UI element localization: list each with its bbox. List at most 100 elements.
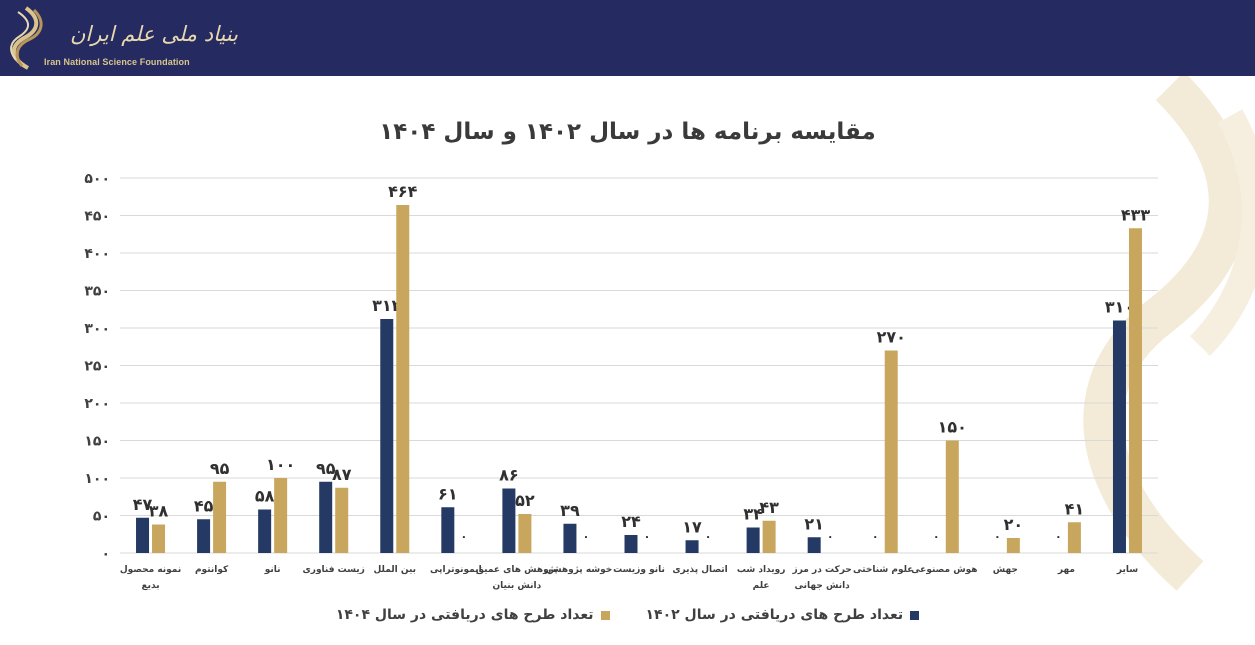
y-tick-label: ۲۵۰ — [84, 359, 110, 375]
y-tick-label: ۵۰۰ — [84, 171, 110, 187]
chart-title: مقایسه برنامه ها در سال ۱۴۰۲ و سال ۱۴۰۴ — [379, 119, 876, 145]
bar-1404 — [1128, 228, 1142, 553]
bar-1402 — [380, 319, 394, 553]
data-label-1402: ۰ — [872, 530, 879, 543]
x-tick-label: حرکت در مرز — [792, 565, 852, 575]
data-label-1402: ۸۶ — [499, 466, 519, 485]
bar-1404 — [335, 487, 349, 553]
data-label-1404: ۳۸ — [149, 502, 169, 521]
bar-1404 — [1067, 522, 1081, 553]
bar-1402 — [685, 540, 699, 553]
y-tick-label: ۱۰۰ — [84, 471, 110, 487]
data-label-1402: ۳۴ — [743, 505, 763, 524]
data-label-1402: ۰ — [933, 530, 940, 543]
x-tick-label: بدیع — [141, 581, 159, 591]
bar-1404 — [884, 350, 898, 553]
data-label-1404: ۰ — [705, 530, 712, 543]
data-label-1402: ۶۱ — [438, 484, 458, 503]
y-tick-label: ۱۵۰ — [84, 434, 110, 450]
bar-1402 — [1112, 320, 1126, 553]
bar-1404 — [1006, 538, 1020, 553]
data-label-1402: ۱۷ — [682, 517, 702, 536]
x-tick-label: هوش مصنوعی — [911, 565, 977, 575]
x-tick-label: نمونه محصول — [120, 565, 181, 575]
x-tick-label: خوشه پژوهشی — [544, 565, 613, 575]
data-label-1404: ۲۰ — [1004, 515, 1024, 534]
legend-label-1402: تعداد طرح های دریافتی در سال ۱۴۰۲ — [645, 607, 904, 623]
bar-1404 — [213, 481, 227, 553]
data-label-1404: ۰ — [827, 530, 834, 543]
data-label-1404: ۴۶۴ — [388, 182, 418, 201]
x-tick-label: نانو — [264, 565, 281, 575]
bar-1402 — [624, 535, 638, 553]
x-tick-label: رویداد شب — [737, 565, 786, 575]
x-tick-label: پژوهش های عمیق — [476, 565, 558, 575]
x-tick-label: علم — [753, 581, 770, 591]
bar-1404 — [518, 514, 532, 553]
x-tick-label: دانش جهانی — [795, 581, 851, 591]
data-label-1402: ۳۱۰ — [1105, 298, 1134, 317]
data-label-1404: ۰ — [644, 530, 651, 543]
data-label-1402: ۵۸ — [255, 487, 275, 506]
bar-1404 — [152, 524, 166, 553]
data-label-1404: ۵۲ — [515, 491, 535, 510]
bar-1402 — [319, 481, 333, 553]
data-label-1404: ۸۷ — [332, 465, 352, 484]
y-tick-label: ۳۵۰ — [84, 284, 110, 300]
data-label-1404: ۴۳ — [759, 498, 779, 517]
bar-1404 — [762, 520, 776, 553]
legend-label-1404: تعداد طرح های دریافتی در سال ۱۴۰۴ — [335, 607, 594, 623]
x-tick-label: اتصال پذیری — [672, 565, 727, 575]
logo-persian-text: بنیاد ملی علم ایران — [70, 22, 238, 46]
data-label-1402: ۳۹ — [560, 501, 580, 520]
logo-english-text: Iran National Science Foundation — [44, 57, 190, 67]
data-label-1404: ۲۷۰ — [877, 328, 906, 347]
legend-item-1404: تعداد طرح های دریافتی در سال ۱۴۰۴ — [336, 607, 610, 623]
data-label-1402: ۹۵ — [316, 459, 336, 478]
data-label-1402: ۲۱ — [804, 514, 824, 533]
legend-swatch-1402 — [910, 610, 920, 620]
x-tick-label: زیست فناوری — [303, 565, 365, 575]
data-label-1402: ۳۱۲ — [372, 296, 402, 315]
bar-1402 — [807, 537, 821, 553]
bar-1402 — [563, 523, 577, 553]
y-tick-label: ۲۰۰ — [84, 396, 110, 412]
legend-swatch-1404 — [600, 610, 610, 620]
data-label-1402: ۲۴ — [621, 512, 641, 531]
bar-1404 — [274, 478, 288, 553]
y-tick-label: ۳۰۰ — [84, 321, 110, 337]
data-label-1404: ۰ — [583, 530, 590, 543]
data-label-1402: ۰ — [994, 530, 1001, 543]
data-label-1404: ۰ — [460, 530, 467, 543]
data-label-1404: ۱۵۰ — [938, 418, 967, 437]
header-bar: بنیاد ملی علم ایران Iran National Scienc… — [0, 0, 1255, 76]
y-tick-label: ۰ — [101, 546, 110, 562]
data-label-1402: ۰ — [1055, 530, 1062, 543]
y-tick-label: ۴۰۰ — [84, 246, 110, 262]
bar-1402 — [258, 509, 272, 553]
x-tick-label: علوم شناختی — [853, 565, 913, 575]
chart-legend: تعداد طرح های دریافتی در سال ۱۴۰۲ تعداد … — [0, 607, 1255, 623]
bar-1402 — [197, 519, 211, 553]
bar-1402 — [502, 488, 516, 553]
x-tick-label: نانو وزیست — [613, 565, 665, 575]
foundation-logo-icon — [10, 6, 43, 70]
data-label-1404: ۹۵ — [210, 459, 230, 478]
y-tick-label: ۴۵۰ — [84, 209, 110, 225]
data-label-1402: ۴۵ — [194, 496, 214, 515]
x-tick-label: دانش بنیان — [493, 581, 542, 591]
y-tick-label: ۵۰ — [93, 509, 110, 525]
data-label-1402: ۴۷ — [133, 495, 153, 514]
x-tick-label: ایمونوتراپی — [430, 565, 482, 575]
x-tick-label: سایر — [1116, 565, 1138, 575]
data-label-1404: ۴۱ — [1065, 499, 1085, 518]
bar-1402 — [441, 507, 455, 553]
bar-1402 — [746, 527, 760, 553]
x-tick-label: جهش — [993, 565, 1018, 575]
bar-1402 — [136, 517, 150, 553]
legend-item-1402: تعداد طرح های دریافتی در سال ۱۴۰۲ — [646, 607, 920, 623]
x-tick-label: بین الملل — [374, 565, 417, 575]
bar-1404 — [396, 205, 410, 553]
x-tick-label: کوانتوم — [195, 565, 229, 575]
